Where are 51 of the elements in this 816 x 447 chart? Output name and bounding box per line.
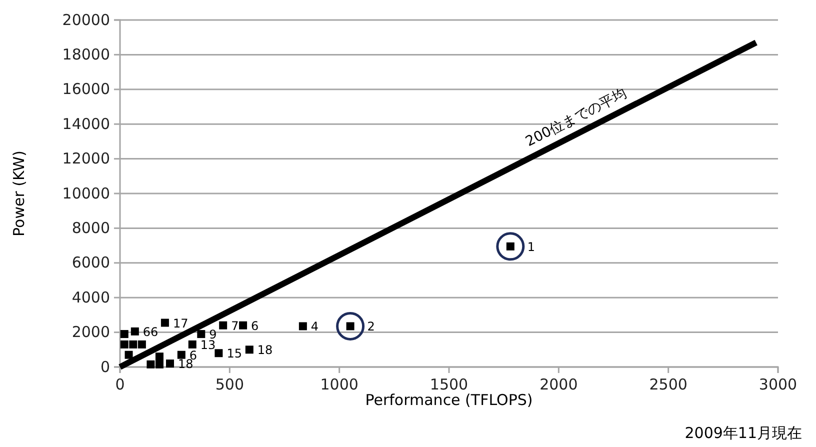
point: [197, 330, 206, 338]
y-tick-label: 10000: [62, 184, 110, 202]
annotation: 7: [231, 318, 239, 333]
point: [129, 340, 138, 348]
y-tick-label: 14000: [62, 114, 110, 133]
annotation: 2: [367, 320, 375, 334]
point: [298, 322, 307, 330]
point: [214, 349, 223, 358]
point: [166, 360, 174, 368]
y-tick-label: 12000: [62, 150, 110, 168]
x-tick-label: 0: [115, 376, 125, 394]
annotation: 13: [200, 338, 216, 352]
annotation: 66: [142, 324, 158, 339]
point: [245, 346, 254, 354]
x-tick-label: 2000: [540, 376, 578, 394]
y-tick-label: 20000: [62, 10, 110, 29]
point: [146, 360, 155, 368]
point: [188, 340, 196, 348]
x-tick-label: 2500: [649, 376, 688, 394]
y-tick-label: 18000: [62, 46, 110, 64]
y-axis-title: Power (KW): [10, 150, 28, 236]
point: [155, 360, 164, 368]
annotation: 4: [310, 320, 319, 334]
point: [120, 330, 128, 338]
point: [120, 340, 128, 348]
point: [138, 340, 146, 348]
x-tick-label: 500: [215, 376, 244, 394]
x-axis-title: Performance (TFLOPS): [365, 391, 533, 409]
y-tick-label: 0: [100, 358, 110, 376]
point: [239, 321, 248, 330]
point: [130, 327, 139, 336]
y-tick-label: 16000: [62, 80, 110, 98]
y-tick-label: 8000: [72, 219, 110, 237]
annotation: 1: [527, 240, 536, 254]
point: [219, 321, 228, 330]
text: 200位までの平均: [523, 86, 630, 150]
point: [155, 352, 164, 361]
point: [160, 318, 169, 327]
annotation: 15: [226, 346, 242, 361]
text: 2009年11月現在: [684, 424, 802, 442]
point: [124, 350, 133, 359]
x-tick-label: 1500: [430, 376, 468, 394]
annotation: 6: [251, 318, 259, 333]
point: [177, 350, 186, 359]
annotation: 18: [257, 343, 273, 358]
y-tick-label: 2000: [72, 323, 110, 342]
x-tick-label: 1000: [320, 376, 358, 394]
annotation: 17: [172, 316, 188, 330]
y-tick-label: 4000: [72, 288, 110, 306]
x-tick-label: 3000: [758, 376, 798, 394]
y-tick-label: 6000: [72, 254, 110, 272]
